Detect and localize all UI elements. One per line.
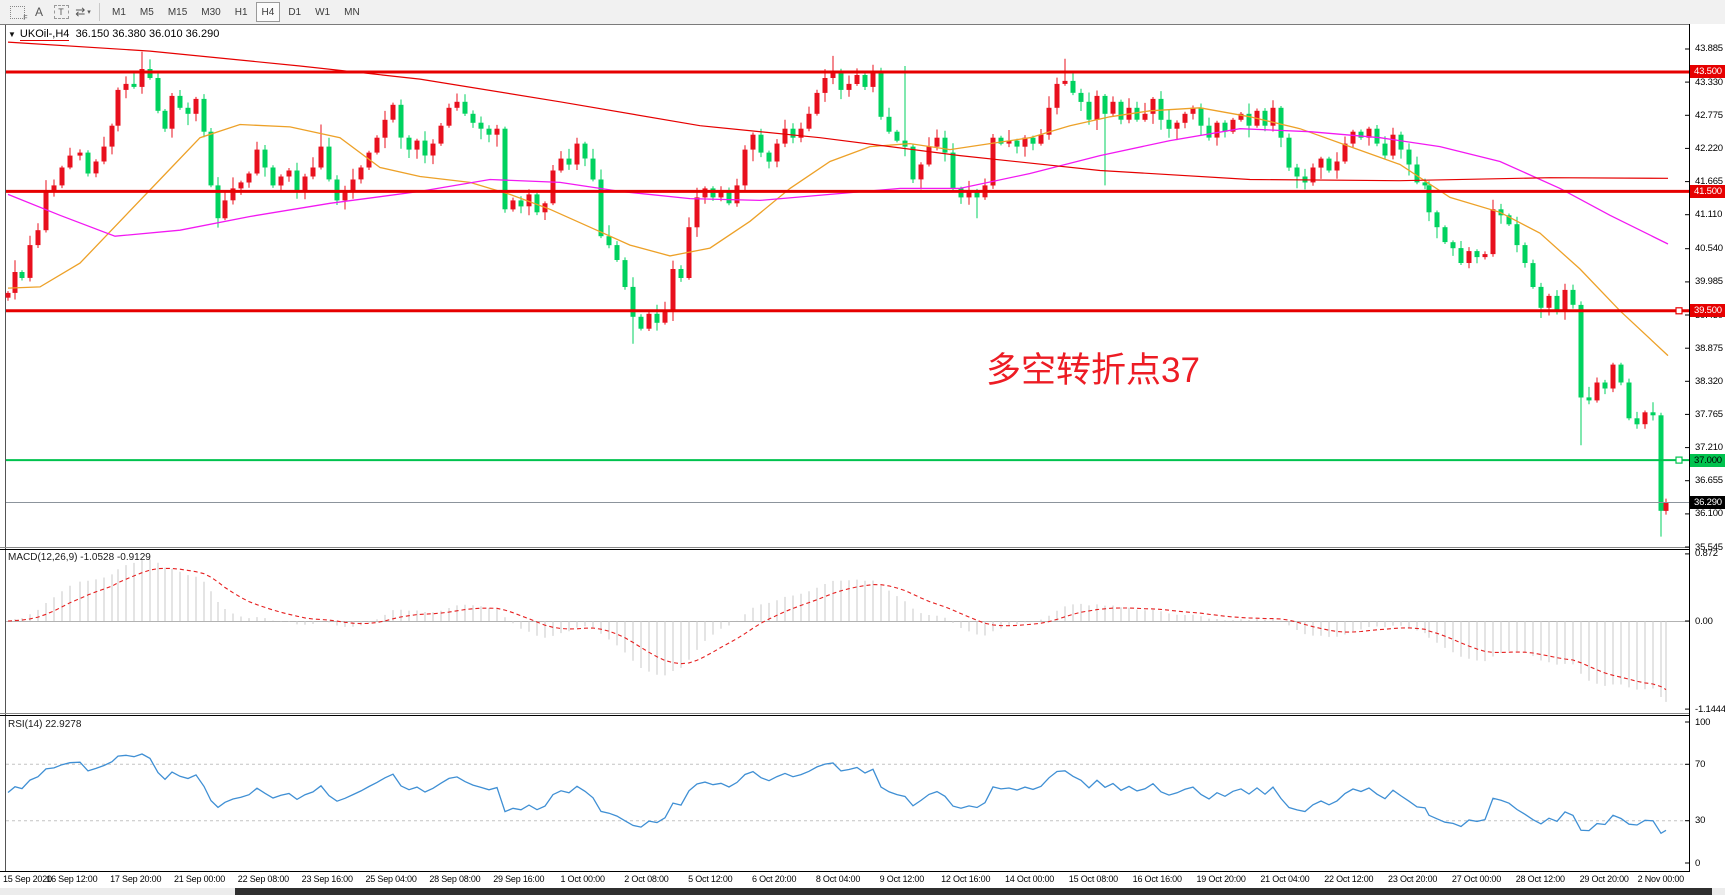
price-tick-label: 41.110 bbox=[1695, 209, 1723, 221]
symbol-label: UKOil-,H4 bbox=[19, 28, 70, 41]
price-tick-label: 40.540 bbox=[1695, 243, 1723, 255]
text-box-icon[interactable]: T bbox=[51, 2, 71, 22]
time-axis[interactable]: 15 Sep 2020 16 Sep 12:00 17 Sep 20:00 21 Se… bbox=[0, 872, 1725, 888]
timeframe-button-d1[interactable]: D1 bbox=[288, 6, 302, 18]
time-axis-label: 16 Sep 12:00 bbox=[46, 874, 98, 884]
time-axis-label: 23 Sep 16:00 bbox=[301, 874, 353, 884]
rsi-axis-label: 30 bbox=[1695, 815, 1706, 827]
text-annotation[interactable]: 多空转折点37 bbox=[986, 351, 1200, 390]
rsi-axis-label: 100 bbox=[1695, 716, 1711, 728]
time-axis-label: 25 Sep 04:00 bbox=[365, 874, 417, 884]
chart-region[interactable]: ▼ UKOil-,H4 36.150 36.380 36.010 36.290 M… bbox=[0, 24, 1725, 895]
toolbar: F A T ⇄ ▾ M1 M5 M15 M30 H1 H4 D1 W1 MN bbox=[0, 0, 1725, 25]
toolbar-separator bbox=[99, 3, 100, 21]
price-tick-label: 38.875 bbox=[1695, 342, 1723, 354]
field-select-icon[interactable]: F bbox=[7, 2, 28, 22]
price-tick-label: 41.665 bbox=[1695, 176, 1723, 188]
timeframe-button-mn[interactable]: MN bbox=[344, 6, 360, 18]
time-axis-label: 2 Oct 08:00 bbox=[624, 874, 669, 884]
price-line-badge: 39.500 bbox=[1690, 304, 1725, 318]
time-axis-label: 15 Oct 08:00 bbox=[1068, 874, 1118, 884]
time-axis-label: 6 Oct 20:00 bbox=[751, 874, 797, 884]
macd-values: -1.0528 -0.9129 bbox=[80, 552, 151, 563]
current-price-badge: 36.290 bbox=[1690, 496, 1725, 509]
drawing-tools-icon[interactable]: ⇄ ▾ bbox=[75, 5, 91, 19]
time-axis-label: 28 Sep 08:00 bbox=[429, 874, 481, 884]
timeframe-button-m5[interactable]: M5 bbox=[139, 6, 154, 18]
timeframe-button-h1[interactable]: H1 bbox=[234, 6, 248, 18]
price-tick-label: 42.220 bbox=[1695, 142, 1723, 154]
rsi-axis-label: 70 bbox=[1695, 758, 1706, 770]
price-tick-label: 36.100 bbox=[1695, 508, 1723, 520]
rsi-value: 22.9278 bbox=[45, 719, 82, 730]
time-axis-label: 16 Oct 16:00 bbox=[1132, 874, 1182, 884]
time-axis-label: 1 Oct 00:00 bbox=[560, 874, 605, 884]
price-line-badge: 43.500 bbox=[1690, 65, 1725, 79]
time-axis-label: 29 Sep 16:00 bbox=[493, 874, 545, 884]
time-axis-label: 22 Sep 08:00 bbox=[237, 874, 289, 884]
toolbar-tools: F A T ⇄ ▾ bbox=[6, 2, 94, 22]
rsi-label: RSI(14) 22.9278 bbox=[8, 719, 81, 730]
horizontal-scrollbar[interactable] bbox=[0, 888, 1725, 895]
price-line-badge: 37.000 bbox=[1690, 453, 1725, 467]
price-tick-label: 38.320 bbox=[1695, 375, 1723, 387]
timeframe-button-m30[interactable]: M30 bbox=[201, 6, 221, 18]
ohlc-values: 36.150 36.380 36.010 36.290 bbox=[75, 28, 220, 40]
timeframe-button-m15[interactable]: M15 bbox=[167, 6, 188, 18]
price-tick-label: 37.765 bbox=[1695, 408, 1723, 420]
time-axis-label: 21 Oct 04:00 bbox=[1260, 874, 1310, 884]
time-axis-label: 17 Sep 20:00 bbox=[110, 874, 162, 884]
time-axis-label: 2 Nov 00:00 bbox=[1637, 874, 1685, 884]
price-axis[interactable]: 43.885 43.330 42.775 42.220 41.665 41.110 40.5… bbox=[1690, 24, 1725, 872]
chart-canvas[interactable] bbox=[0, 24, 1725, 872]
time-axis-label: 12 Oct 16:00 bbox=[941, 874, 991, 884]
price-tick-label: 43.330 bbox=[1695, 76, 1723, 88]
time-axis-label: 23 Oct 20:00 bbox=[1388, 874, 1438, 884]
price-tick-label: 36.655 bbox=[1695, 475, 1723, 487]
price-tick-label: 43.885 bbox=[1695, 43, 1723, 55]
macd-axis-label: 0.872 bbox=[1695, 548, 1718, 560]
price-tick-label: 42.775 bbox=[1695, 109, 1723, 121]
timeframe-button-m1[interactable]: M1 bbox=[112, 6, 126, 18]
price-line-badge: 41.500 bbox=[1690, 184, 1725, 198]
macd-label: MACD(12,26,9) -1.0528 -0.9129 bbox=[8, 552, 151, 563]
time-axis-label: 29 Oct 20:00 bbox=[1579, 874, 1629, 884]
rsi-name: RSI(14) bbox=[8, 719, 43, 730]
timeframe-button-w1[interactable]: W1 bbox=[315, 6, 331, 18]
time-axis-label: 21 Sep 00:00 bbox=[173, 874, 226, 884]
price-tick-label: 35.545 bbox=[1695, 541, 1723, 553]
chart-title: ▼ UKOil-,H4 36.150 36.380 36.010 36.290 bbox=[8, 28, 220, 41]
scrollbar-thumb[interactable] bbox=[235, 888, 1712, 895]
rsi-axis-label: 0 bbox=[1695, 857, 1701, 869]
time-axis-label: 9 Oct 12:00 bbox=[879, 874, 925, 884]
time-axis-label: 19 Oct 20:00 bbox=[1196, 874, 1246, 884]
timeframe-button-h4[interactable]: H4 bbox=[255, 2, 281, 22]
dropdown-caret-icon[interactable]: ▾ bbox=[87, 9, 91, 16]
chart-menu-arrow-icon[interactable]: ▼ bbox=[8, 30, 16, 39]
time-axis-label: 28 Oct 12:00 bbox=[1515, 874, 1565, 884]
time-axis-label: 27 Oct 00:00 bbox=[1451, 874, 1502, 884]
time-axis-label: 14 Oct 00:00 bbox=[1004, 874, 1055, 884]
macd-axis-label: -1.1444 bbox=[1695, 703, 1725, 715]
time-axis-label: 15 Sep 2020 bbox=[3, 874, 52, 884]
time-axis-label: 22 Oct 12:00 bbox=[1324, 874, 1374, 884]
macd-axis-label: 0.00 bbox=[1695, 615, 1713, 627]
timeframe-buttons: M1 M5 M15 M30 H1 H4 D1 W1 MN bbox=[105, 2, 367, 22]
time-axis-label: 8 Oct 04:00 bbox=[815, 874, 861, 884]
price-tick-label: 39.985 bbox=[1695, 276, 1723, 288]
price-tick-label: 37.210 bbox=[1695, 442, 1723, 454]
macd-name: MACD(12,26,9) bbox=[8, 552, 78, 563]
text-label-icon[interactable]: A bbox=[34, 5, 43, 19]
time-axis-label: 5 Oct 12:00 bbox=[688, 874, 733, 884]
